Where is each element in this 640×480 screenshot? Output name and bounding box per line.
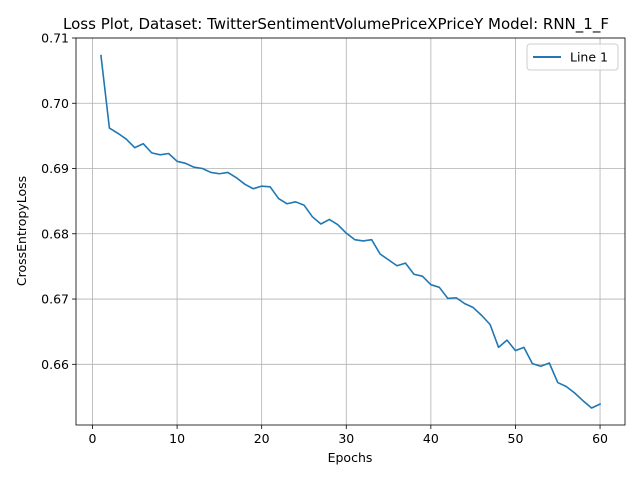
x-axis-ticks: 0 10 20 30 40 50 60 <box>89 425 608 446</box>
y-tick-label: 0.70 <box>41 96 69 111</box>
x-tick-label: 30 <box>338 431 354 446</box>
x-tick-label: 50 <box>508 431 524 446</box>
y-tick-label: 0.71 <box>41 31 69 46</box>
chart-title: Loss Plot, Dataset: TwitterSentimentVolu… <box>63 15 609 34</box>
y-axis-ticks: 0.66 0.67 0.68 0.69 0.70 0.71 <box>41 31 76 372</box>
y-tick-label: 0.69 <box>41 161 69 176</box>
y-axis-label: CrossEntropyLoss <box>14 176 29 286</box>
y-tick-label: 0.68 <box>41 226 69 241</box>
legend-box <box>526 43 619 71</box>
series-line-1 <box>100 54 602 409</box>
plot-frame <box>75 37 626 426</box>
legend-label-line-1: Line 1 <box>570 50 608 65</box>
x-tick-label: 10 <box>169 431 185 446</box>
x-tick-label: 20 <box>254 431 270 446</box>
x-tick-label: 0 <box>89 431 97 446</box>
y-tick-label: 0.67 <box>41 292 69 307</box>
legend: Line 1 <box>526 43 619 71</box>
series-layer <box>100 54 602 409</box>
x-tick-label: 40 <box>423 431 439 446</box>
y-tick-label: 0.66 <box>41 357 69 372</box>
x-tick-label: 60 <box>592 431 608 446</box>
x-axis-label: Epochs <box>328 450 373 465</box>
